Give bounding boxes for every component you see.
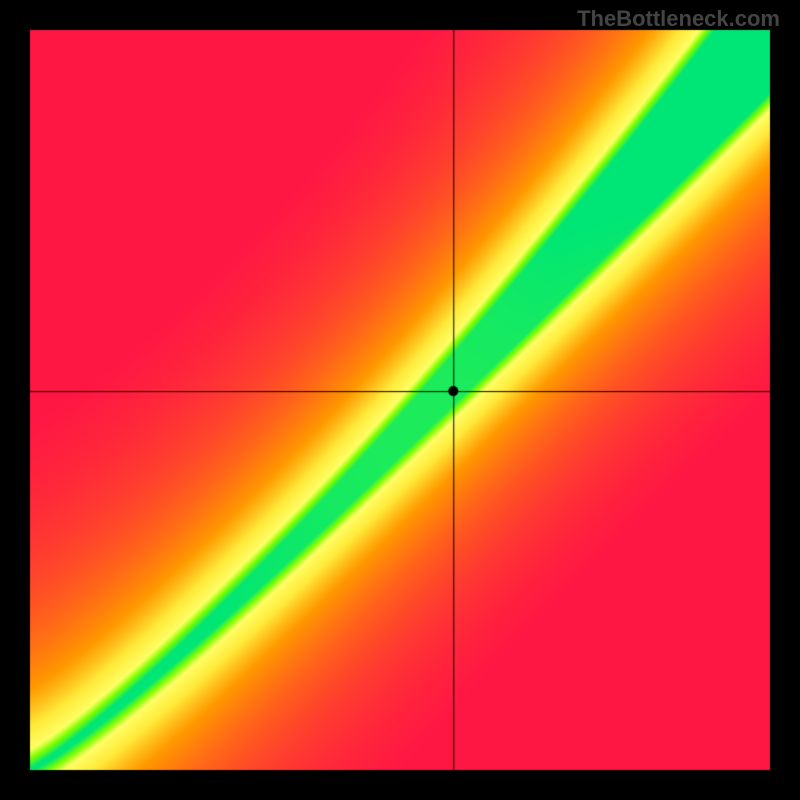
bottleneck-heatmap [0,0,800,800]
